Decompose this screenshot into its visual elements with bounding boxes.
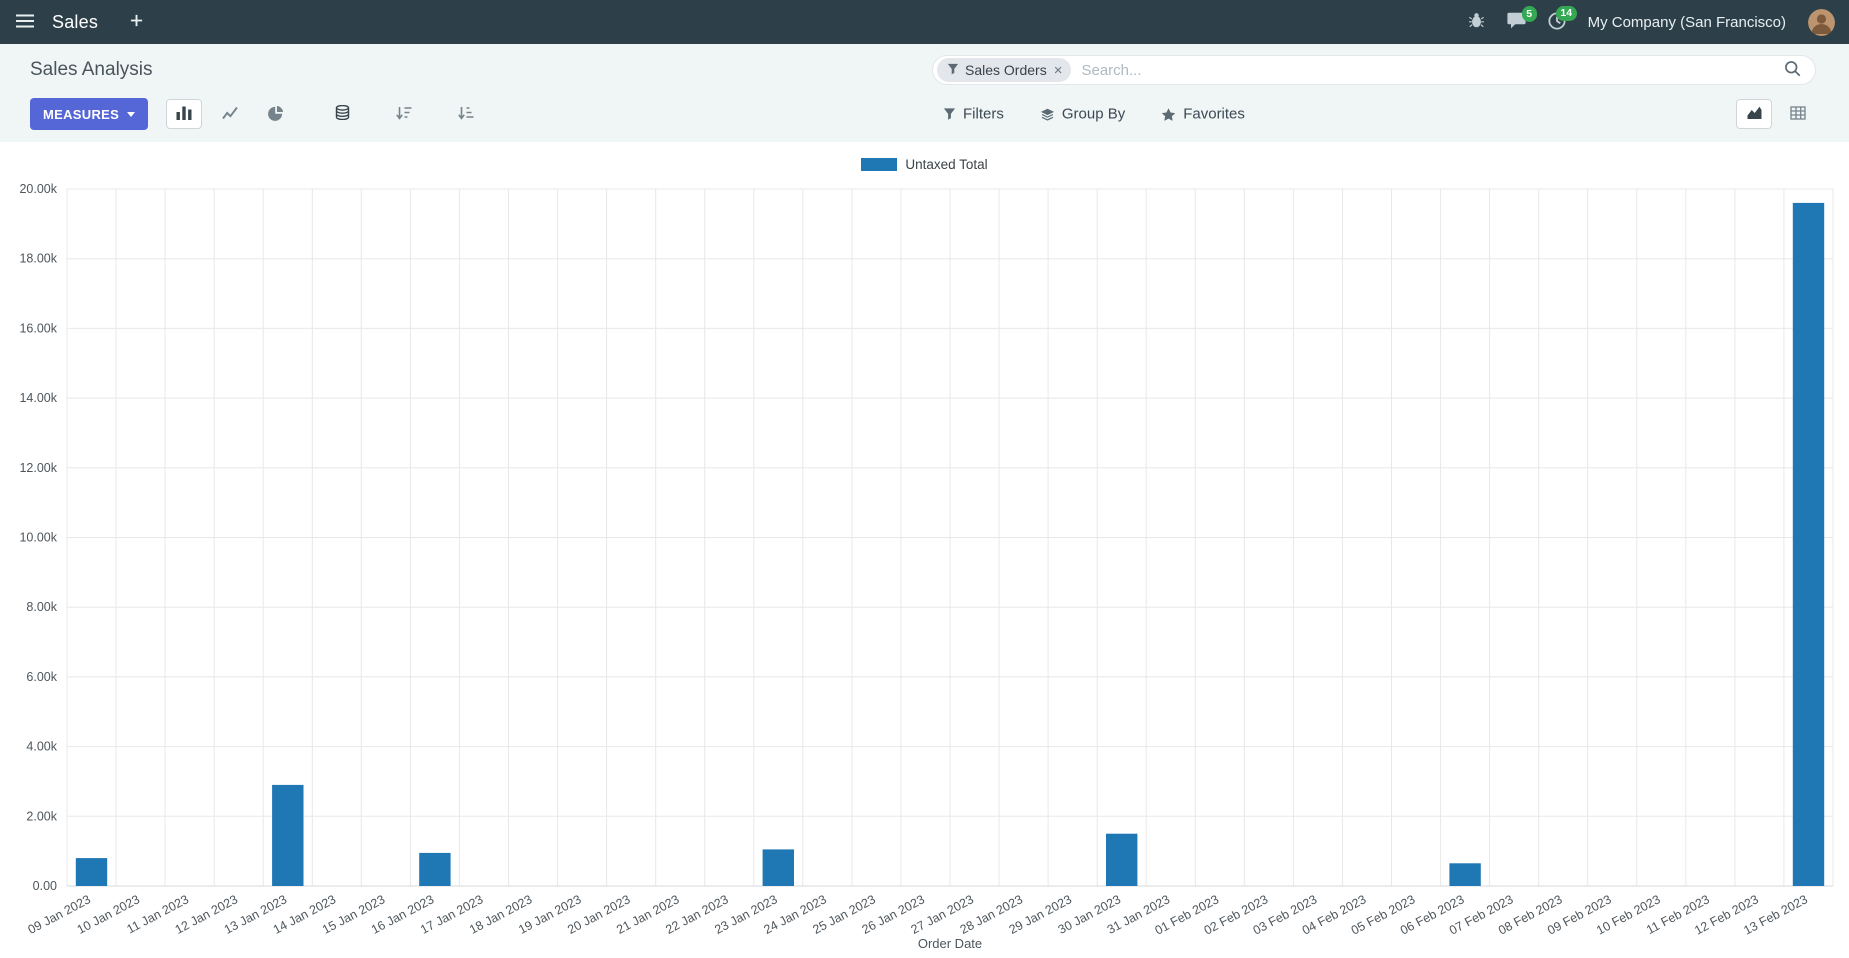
filters-button[interactable]: Filters [943,106,1004,123]
search-icon [1784,60,1801,80]
activities-button[interactable]: 14 [1548,5,1577,33]
favorites-star-icon [1161,107,1176,121]
plus-button[interactable] [126,10,147,34]
pie-chart-button[interactable] [258,99,294,129]
graph-view-button[interactable] [1736,99,1772,129]
chart-area: Untaxed Total 0.00 2.00k 4.00k 6.00k 8.00k 10… [0,156,1849,958]
plus-icon [130,14,143,30]
layers-icon [1040,107,1055,121]
control-panel: Sales Analysis Sales Orders × [0,44,1849,142]
remove-facet-button[interactable]: × [1053,61,1063,79]
filters-funnel-icon [943,108,956,121]
caret-down-icon [127,111,136,117]
bar-chart-button[interactable] [166,99,203,129]
bar-chart-icon [176,106,192,123]
measures-button-label: MEASURES [43,106,120,122]
search-input[interactable] [1071,61,1780,79]
svg-text:Order Date: Order Date [918,936,982,951]
search-facet[interactable]: Sales Orders × [937,58,1072,82]
stacked-toggle-button[interactable] [324,99,360,129]
legend-label: Untaxed Total [905,156,988,172]
svg-text:16.00k: 16.00k [19,321,57,335]
database-stacked-icon [335,104,350,123]
pivot-grid-icon [1790,105,1806,123]
area-chart-icon [1746,106,1763,123]
svg-text:6.00k: 6.00k [26,670,57,684]
pivot-view-button[interactable] [1780,99,1816,129]
search-bar: Sales Orders × [932,55,1816,85]
pie-chart-icon [268,105,284,124]
search-tools: Filters Group By Favorites [943,106,1245,123]
search-button[interactable] [1780,56,1805,84]
legend-swatch [861,157,898,171]
sort-ascending-icon [458,106,474,123]
company-menu[interactable]: My Company (San Francisco) [1587,13,1786,31]
user-avatar[interactable] [1808,8,1835,36]
bug-menu-button[interactable] [1468,12,1485,32]
app-title[interactable]: Sales [52,11,99,32]
hamburger-icon [16,14,34,31]
filters-label: Filters [963,105,1004,123]
sales-analysis-bar-chart[interactable]: 0.00 2.00k 4.00k 6.00k 8.00k 10.00k 12.00k 14.0… [0,178,1849,958]
line-chart-icon [222,106,238,123]
messages-button[interactable]: 5 [1506,6,1537,32]
svg-text:2.00k: 2.00k [26,809,57,823]
graph-options-group [324,99,484,129]
chart-type-group [166,99,294,129]
svg-text:14.00k: 14.00k [19,391,57,405]
line-chart-button[interactable] [212,99,248,129]
group-by-button[interactable]: Group By [1040,106,1125,123]
messages-counter-badge: 5 [1521,6,1537,22]
svg-text:10.00k: 10.00k [19,531,57,545]
chat-bubble-icon [1506,12,1526,32]
apps-menu-button[interactable] [12,10,38,35]
sort-ascending-button[interactable] [448,99,484,129]
group-by-label: Group By [1061,105,1126,123]
avatar-image [1808,8,1835,36]
bug-icon [1468,12,1485,32]
activities-counter-badge: 14 [1555,5,1577,21]
svg-text:20.00k: 20.00k [19,182,57,196]
page-title: Sales Analysis [30,59,153,80]
chart-legend[interactable]: Untaxed Total [0,156,1849,172]
svg-text:8.00k: 8.00k [26,600,57,614]
view-switcher [1736,99,1816,129]
svg-text:18.00k: 18.00k [19,252,57,266]
search-facet-label: Sales Orders [965,62,1047,78]
svg-text:4.00k: 4.00k [26,740,57,754]
measures-button[interactable]: MEASURES [30,98,149,130]
sort-descending-button[interactable] [386,99,422,129]
filter-facet-icon [947,62,959,78]
sort-descending-icon [396,106,412,123]
svg-text:12.00k: 12.00k [19,461,57,475]
favorites-label: Favorites [1183,105,1245,123]
svg-text:0.00: 0.00 [33,879,57,893]
top-navbar: Sales 5 [0,0,1849,44]
favorites-button[interactable]: Favorites [1161,106,1245,123]
